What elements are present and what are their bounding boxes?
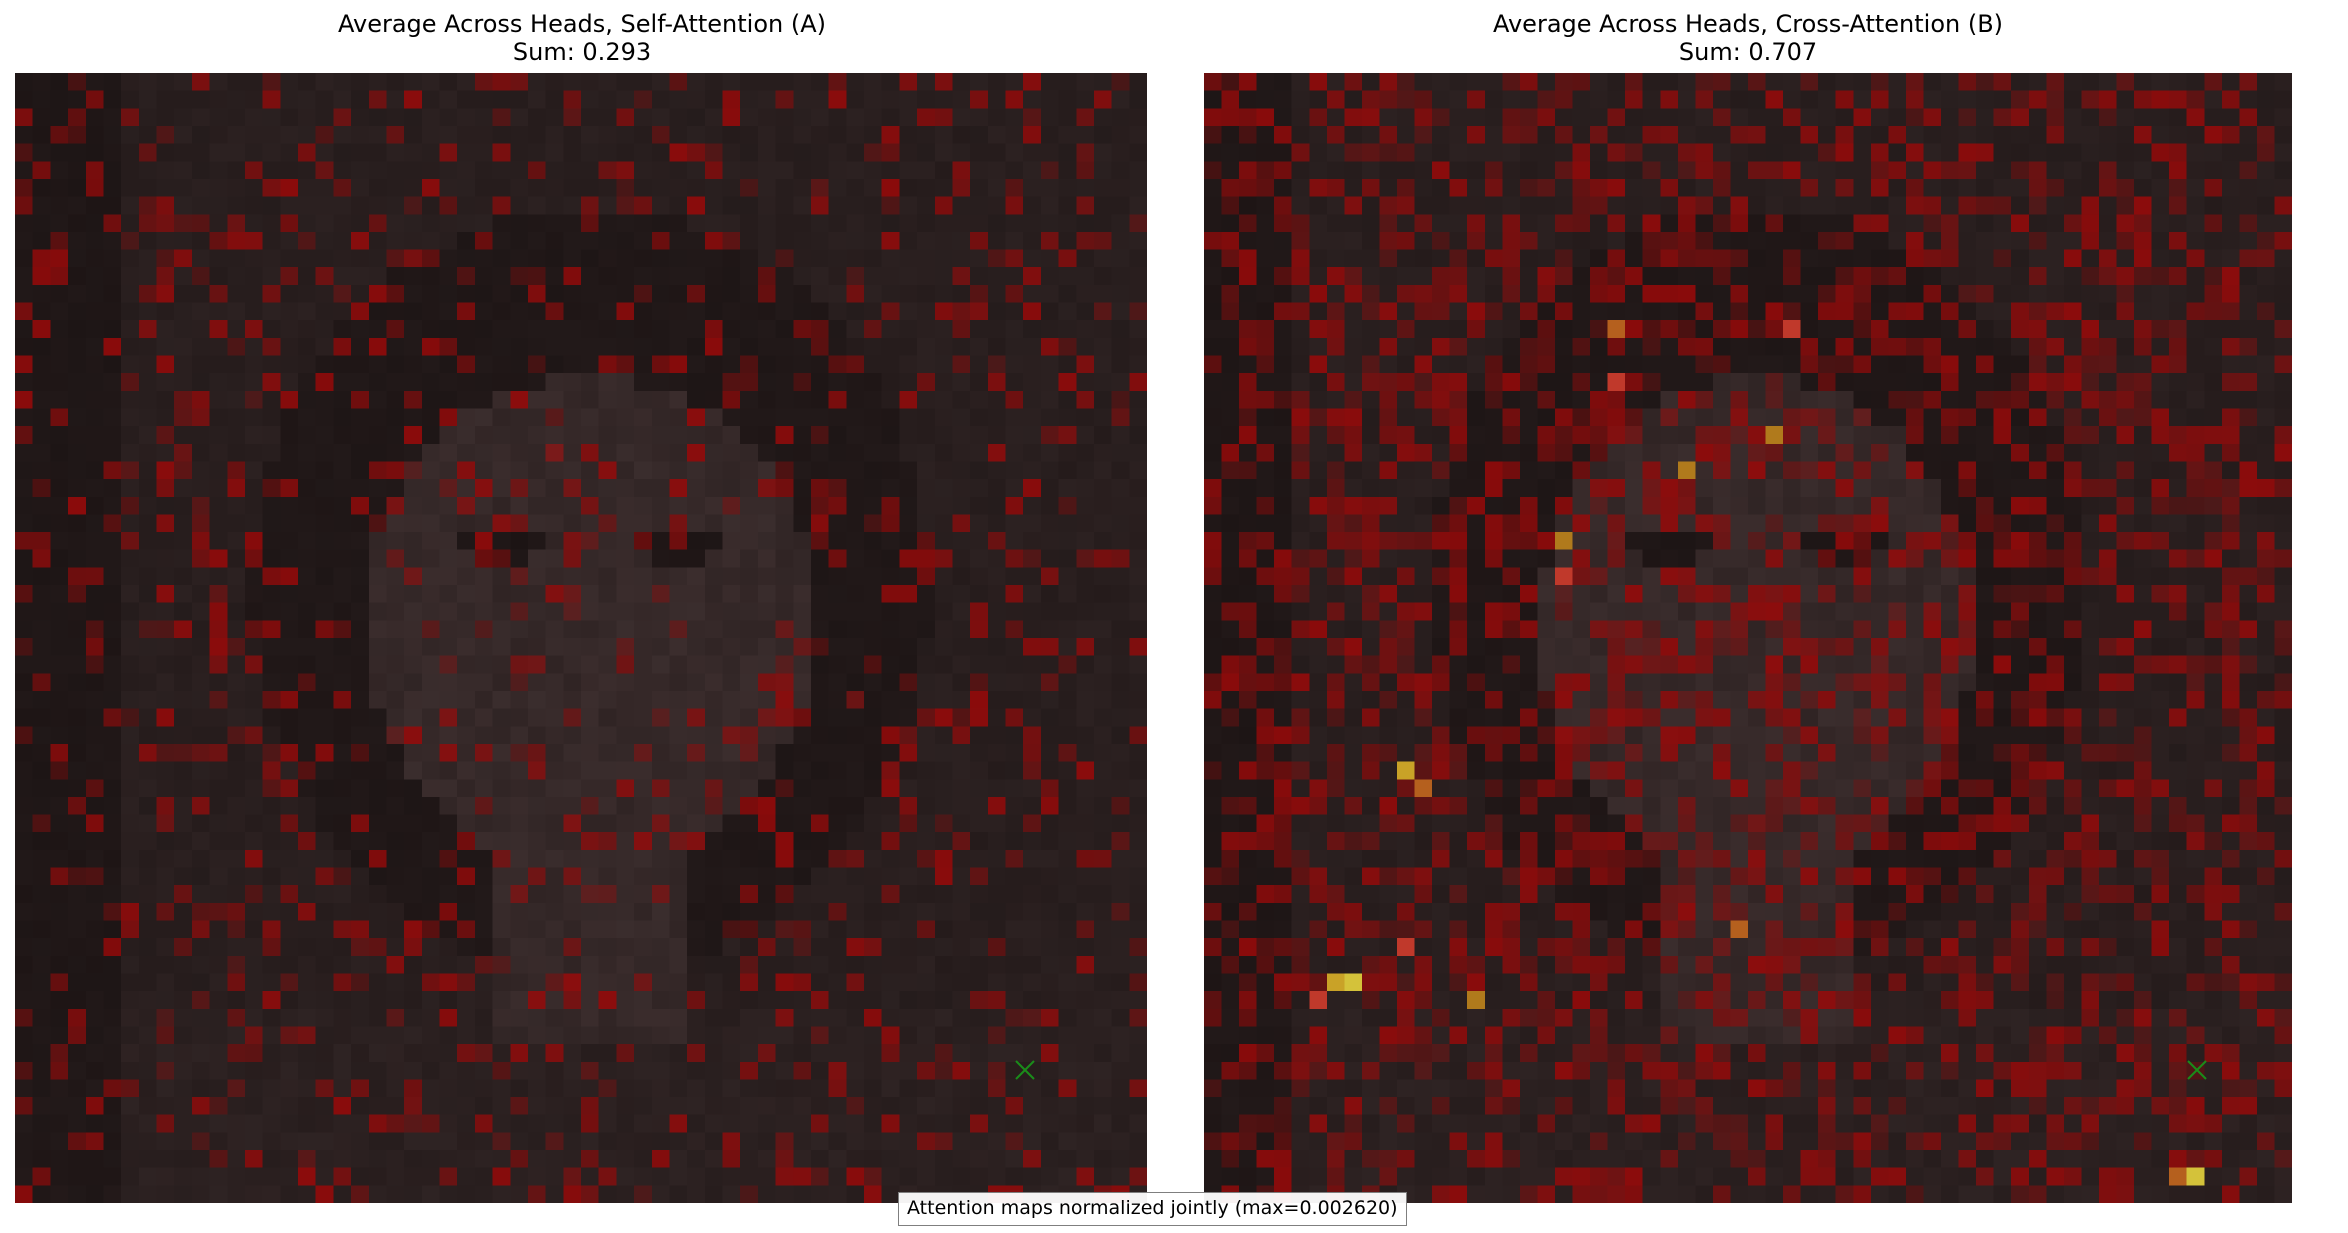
panel-b-title-text: Average Across Heads, Cross-Attention (B… [1492,10,2004,38]
cross-attention-overlay-image [1204,73,2292,1203]
panel-b-sum: Sum: 0.707 [1678,38,1818,66]
panel-a-sum: Sum: 0.293 [512,38,652,66]
panel-a-title: Average Across Heads, Self-Attention (A)… [15,10,1149,66]
panel-a-title-text: Average Across Heads, Self-Attention (A) [337,10,827,38]
normalization-note: Attention maps normalized jointly (max=0… [898,1192,1407,1226]
self-attention-heatmap [15,73,1147,1203]
self-attention-overlay-image [15,73,1147,1203]
panel-b-title: Average Across Heads, Cross-Attention (B… [1204,10,2292,66]
cross-attention-heatmap [1204,73,2292,1203]
